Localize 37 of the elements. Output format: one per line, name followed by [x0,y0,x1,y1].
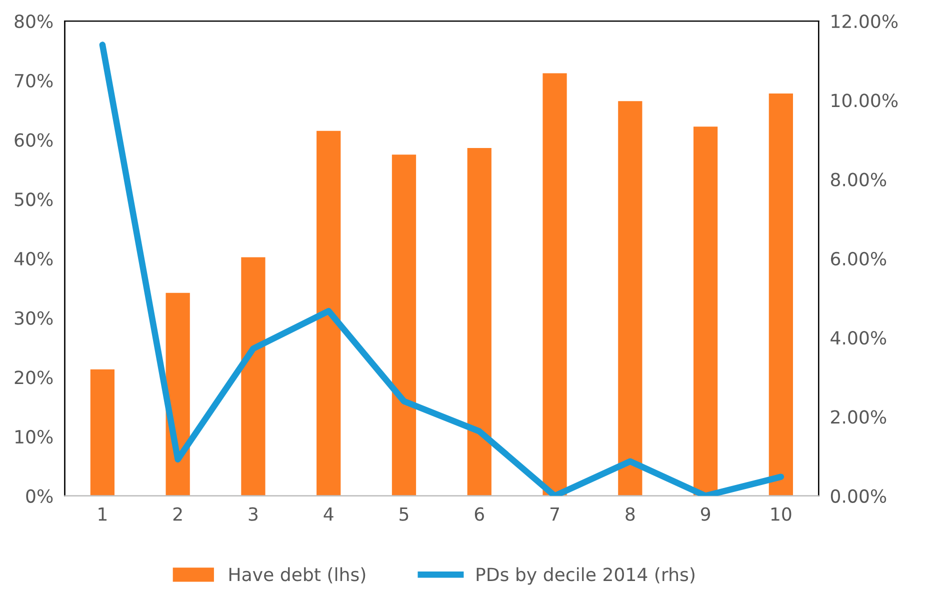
x-tick-label: 10 [771,507,792,521]
y-tick-label: 60% [14,133,53,147]
y2-tick-label: 12.00% [832,14,898,28]
bar [467,148,492,496]
x-tick-label: 8 [626,507,635,521]
x-tick-label: 2 [173,507,182,521]
x-tick-label: 4 [324,507,334,521]
y-tick-label: 50% [14,192,53,206]
y2-tick-label: 8.00% [830,172,886,186]
bar [392,154,416,496]
y-tick-label: 30% [14,311,53,325]
y2-tick-label: 2.00% [831,410,886,424]
legend-label: Have debt (lhs) [229,567,366,584]
y-tick-label: 10% [15,430,53,444]
bar [90,369,115,496]
y2-tick-label: 0.00% [830,489,886,503]
bar [618,101,642,496]
legend-label: PDs by decile 2014 (rhs) [476,567,694,585]
y-tick-label: 40% [14,252,53,266]
bar [542,73,567,496]
y-tick-label: 80% [14,14,53,28]
bar [768,93,793,496]
bar [693,126,718,496]
y-tick-label: 20% [14,370,53,384]
y2-tick-label: 6.00% [830,252,886,266]
y2-tick-label: 10.00% [832,94,898,108]
x-tick-label: 7 [550,507,559,521]
x-tick-label: 6 [474,507,484,521]
y-tick-label: 70% [14,74,53,88]
x-tick-label: 3 [248,507,258,521]
x-tick-label: 9 [700,507,710,521]
y2-tick-label: 4.00% [830,331,886,345]
bar [316,130,341,496]
bar [241,257,266,496]
y-tick-label: 0% [26,489,53,503]
x-tick-label: 5 [400,507,408,521]
x-tick-label: 1 [98,507,107,521]
